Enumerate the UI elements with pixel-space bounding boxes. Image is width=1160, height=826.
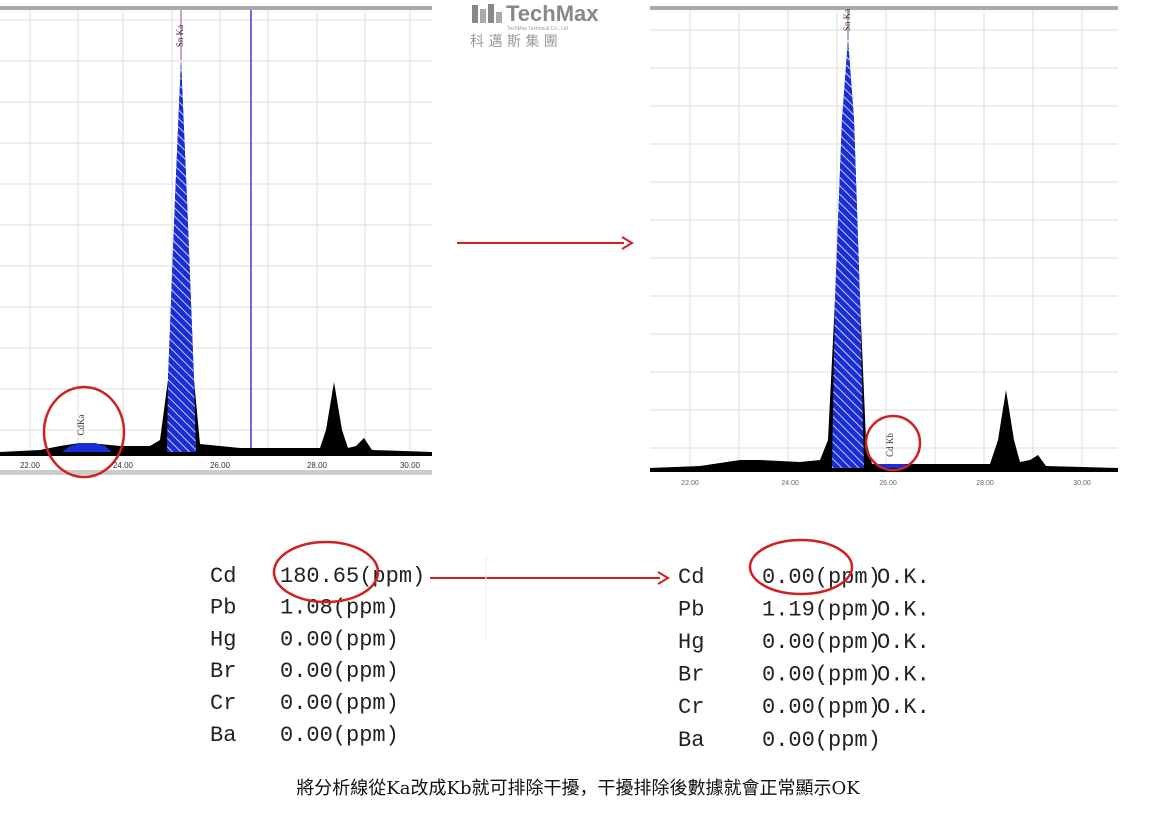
frame-bottom [0, 470, 432, 475]
peak-label: Sn Ka [842, 9, 852, 31]
table-cell: 180.65(ppm) [280, 564, 425, 589]
table-cell: Br [210, 659, 236, 684]
peak-label: Sn Ka [175, 25, 185, 47]
highlight-circle [272, 540, 380, 604]
x-tick-label: 24.00 [781, 480, 799, 487]
x-tick-label: 26.00 [879, 480, 897, 487]
peak-label: CdKa [76, 414, 86, 435]
logo-name: TechMax [506, 1, 599, 26]
x-tick-label: 28.00 [976, 480, 994, 487]
left-spectrum: Sn Ka CdKa [0, 6, 432, 479]
x-tick-label: 30.00 [400, 461, 421, 470]
table-cell: 1.08(ppm) [280, 596, 399, 621]
x-tick-label: 22.00 [681, 480, 699, 487]
x-tick-label: 24.00 [113, 461, 134, 470]
x-tick-label: 22.00 [20, 461, 41, 470]
logo-bar [496, 12, 502, 23]
logo-chinese: 科 邁 斯 集 團 [470, 33, 558, 50]
table-cell: 0.00(ppm) [280, 659, 399, 684]
spectrum [650, 40, 1118, 472]
table-cell: 1.19(ppm) [762, 597, 881, 622]
table-cell: O.K. [877, 630, 930, 655]
peak-label: Cd Kb [885, 433, 895, 457]
table-cell: Pb [210, 596, 236, 621]
logo-bar [472, 5, 478, 23]
grid [650, 10, 1118, 471]
tables: Cd 180.65(ppm) Pb 1.08(ppm) Hg 0.00(ppm) Br 0.0… [210, 564, 930, 753]
cd-ka-area [62, 443, 112, 452]
table-cell: 0.00(ppm) [762, 728, 881, 753]
table-cell: 0.00(ppm) [762, 565, 881, 590]
frame-top [0, 6, 432, 10]
table-cell: 0.00(ppm) [762, 630, 881, 655]
logo-bar [488, 4, 494, 23]
table-cell: Cr [210, 691, 236, 716]
highlight-circle [42, 385, 126, 479]
table-cell: 0.00(ppm) [280, 723, 399, 748]
table-cell: 0.00(ppm) [762, 663, 881, 688]
table-cell: Cr [678, 695, 704, 720]
arrow-head [657, 571, 670, 585]
table-cell: 0.00(ppm) [280, 691, 399, 716]
table-cell: Hg [210, 627, 236, 652]
sn-ka-area [832, 40, 864, 468]
cd-kb-area [878, 464, 906, 468]
table-cell: Ba [678, 728, 704, 753]
logo: TechMax TechMax Technical Co., Ltd 科 邁 斯… [470, 1, 599, 50]
table-cell: Ba [210, 723, 236, 748]
caption: 將分析線從Ka改成Kb就可排除干擾，干擾排除後數據就會正常顯示OK [296, 778, 860, 799]
x-tick-label: 30.00 [1073, 480, 1091, 487]
spectrum [0, 60, 432, 456]
arrow-head [621, 236, 634, 250]
x-tick-label: 26.00 [210, 461, 231, 470]
highlight-circle [748, 538, 854, 596]
table-cell: Hg [678, 630, 704, 655]
table-cell: O.K. [877, 663, 930, 688]
table-cell: Cd [210, 564, 236, 589]
table-cell: O.K. [877, 597, 930, 622]
frame-top [650, 6, 1118, 10]
table-cell: 0.00(ppm) [280, 627, 399, 652]
table-cell: 0.00(ppm) [762, 695, 881, 720]
table-cell: O.K. [877, 565, 930, 590]
table-cell: Cd [678, 565, 704, 590]
grid [0, 10, 432, 455]
x-tick-label: 28.00 [307, 461, 328, 470]
table-cell: Br [678, 663, 704, 688]
table-cell: Pb [678, 597, 704, 622]
table-cell: O.K. [877, 695, 930, 720]
logo-subtitle: TechMax Technical Co., Ltd [507, 26, 568, 32]
sn-ka-area [167, 60, 196, 452]
right-spectrum: Sn Ka Cd Kb [650, 6, 1118, 472]
highlight-circle [864, 414, 922, 472]
logo-bar [480, 9, 486, 23]
